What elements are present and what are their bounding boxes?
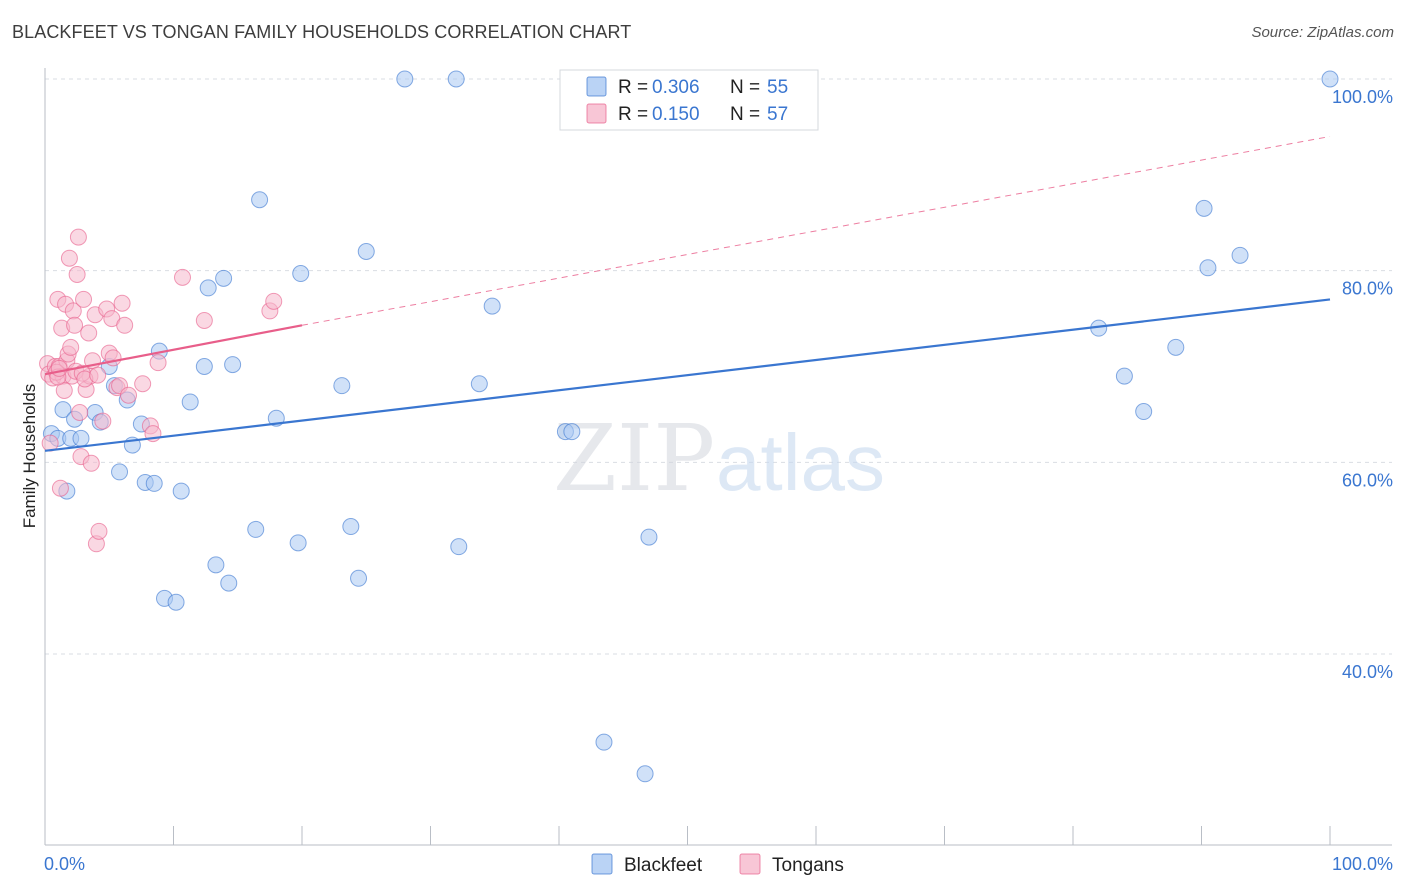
- data-point: [134, 375, 152, 393]
- n-label: N =: [730, 104, 760, 125]
- data-point: [207, 556, 225, 574]
- trend-line-blackfeet: [44, 298, 1331, 452]
- data-point: [104, 349, 122, 367]
- data-point: [289, 534, 307, 552]
- data-point: [60, 249, 78, 267]
- legend-swatch: [586, 76, 607, 97]
- data-point: [595, 733, 613, 751]
- data-point: [54, 401, 72, 419]
- data-point: [75, 290, 93, 308]
- data-point: [50, 359, 68, 377]
- data-point: [1135, 403, 1153, 421]
- data-point: [1115, 367, 1133, 385]
- data-point: [71, 404, 89, 421]
- data-point: [68, 266, 86, 283]
- source-label: Source: ZipAtlas.com: [1251, 24, 1394, 41]
- data-point: [396, 70, 414, 88]
- data-point: [80, 324, 98, 342]
- data-point: [172, 482, 190, 500]
- data-point: [640, 528, 658, 546]
- data-point: [292, 265, 310, 283]
- r-label: R =: [618, 104, 648, 125]
- r-label: R =: [618, 77, 648, 98]
- data-point: [224, 356, 242, 374]
- data-point: [483, 297, 501, 315]
- data-point: [195, 358, 213, 375]
- n-label: N =: [730, 77, 760, 98]
- r-value: 0.150: [652, 104, 700, 125]
- data-point: [1199, 259, 1217, 277]
- y-tick-label: 60.0%: [1342, 470, 1393, 490]
- stats-legend: R = 0.306 N = 55 R = 0.150 N = 57: [559, 69, 819, 131]
- data-point: [450, 538, 468, 556]
- data-point: [173, 268, 191, 286]
- data-point: [636, 765, 654, 783]
- data-point: [350, 569, 368, 587]
- legend-swatch: [591, 853, 613, 875]
- data-point: [120, 386, 138, 404]
- n-value: 57: [767, 104, 788, 125]
- data-point: [94, 412, 112, 430]
- y-tick-label: 40.0%: [1342, 662, 1393, 682]
- watermark: ZIP atlas: [553, 405, 885, 512]
- data-point: [51, 479, 69, 497]
- legend-swatch: [586, 103, 607, 124]
- data-point: [181, 393, 199, 411]
- data-point: [113, 294, 131, 312]
- data-point: [247, 520, 265, 538]
- data-point: [195, 312, 213, 329]
- x-tick-label: 100.0%: [1332, 854, 1393, 874]
- watermark-atlas: atlas: [716, 418, 885, 507]
- data-point: [1231, 246, 1249, 264]
- data-point: [82, 454, 100, 472]
- series-blackfeet: [42, 70, 1339, 783]
- y-tick-label: 80.0%: [1342, 279, 1393, 299]
- data-point: [69, 228, 87, 246]
- legend-swatch: [739, 853, 761, 875]
- data-point: [149, 354, 167, 372]
- data-point: [220, 574, 238, 592]
- data-point: [470, 375, 488, 393]
- chart-title: BLACKFEET VS TONGAN FAMILY HOUSEHOLDS CO…: [12, 22, 632, 42]
- data-point: [116, 316, 134, 334]
- y-tick-label: 100.0%: [1332, 87, 1393, 107]
- data-point: [1167, 338, 1185, 356]
- x-tick-label: 0.0%: [44, 854, 85, 874]
- data-point: [1321, 70, 1339, 88]
- watermark-zip: ZIP: [553, 405, 715, 512]
- data-point: [66, 316, 84, 334]
- data-point: [145, 474, 163, 492]
- trend-line-extension: [301, 136, 1331, 326]
- data-point: [342, 518, 360, 536]
- y-axis-label: Family Households: [20, 384, 39, 529]
- data-point: [1195, 199, 1213, 217]
- data-point: [62, 338, 80, 356]
- data-point: [447, 70, 465, 88]
- r-value: 0.306: [652, 77, 700, 98]
- legend-label: Tongans: [772, 855, 844, 876]
- data-point: [563, 423, 581, 441]
- data-point: [90, 522, 108, 540]
- data-point: [167, 593, 185, 611]
- legend-label: Blackfeet: [624, 855, 703, 876]
- data-point: [111, 463, 129, 481]
- data-point: [89, 366, 107, 384]
- data-point: [72, 429, 90, 447]
- series-legend: Blackfeet Tongans: [591, 853, 844, 876]
- data-point: [215, 269, 233, 287]
- series-tongans: [39, 228, 283, 553]
- data-point: [333, 377, 351, 395]
- data-point: [357, 243, 375, 260]
- data-point: [199, 279, 217, 297]
- n-value: 55: [767, 77, 788, 98]
- data-point: [251, 191, 269, 209]
- trend-line-tongans: [44, 324, 303, 376]
- data-point: [265, 292, 283, 310]
